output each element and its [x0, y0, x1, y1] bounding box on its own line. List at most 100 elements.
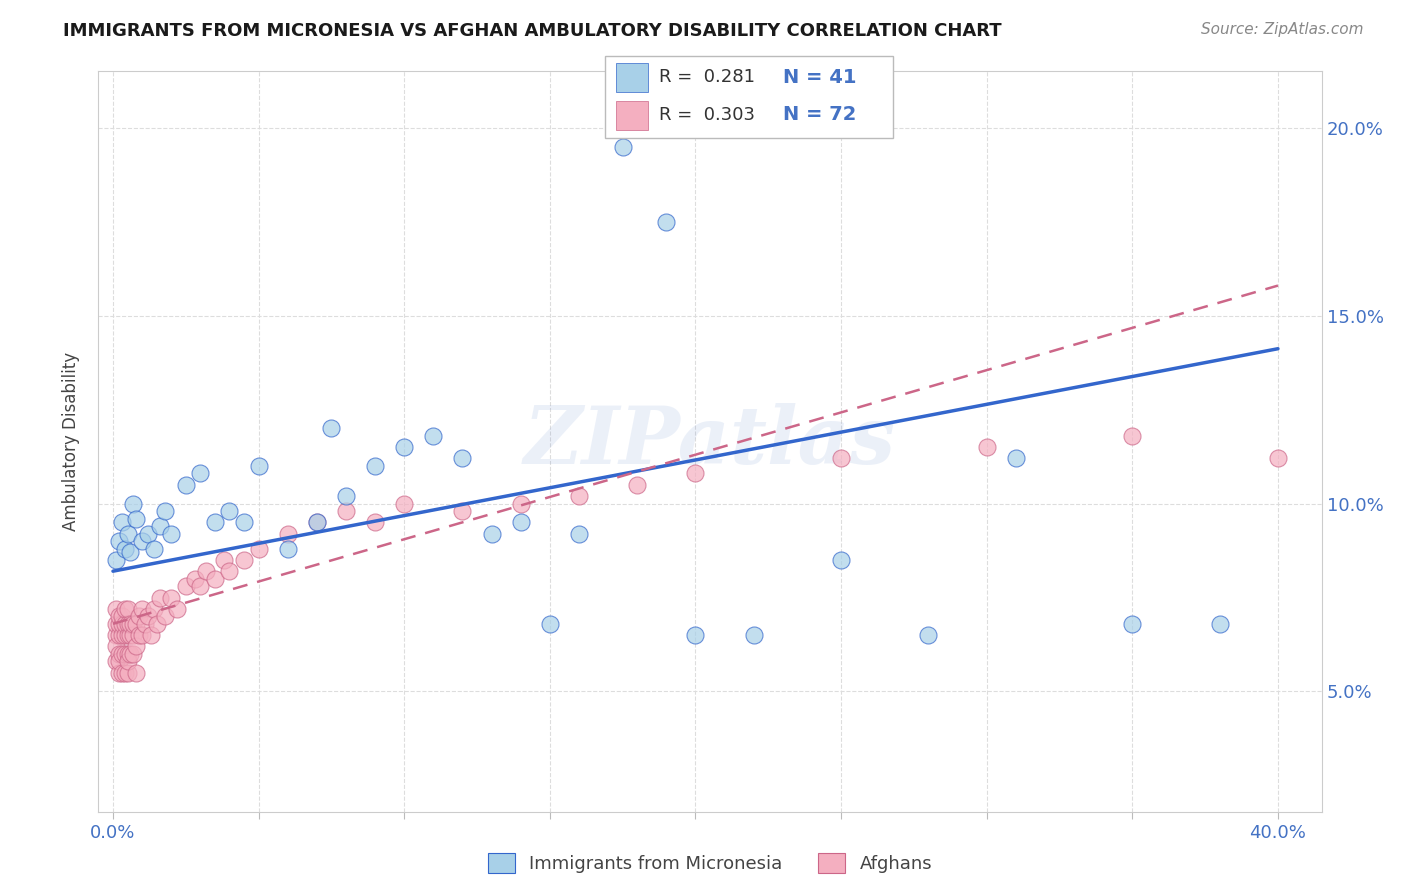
Point	[612, 139, 634, 153]
Point	[568, 526, 591, 541]
Point	[364, 458, 387, 473]
Point	[917, 628, 939, 642]
Point	[422, 429, 444, 443]
Point	[108, 534, 131, 549]
Point	[108, 665, 131, 680]
Point	[685, 628, 707, 642]
Point	[626, 477, 648, 491]
Point	[188, 579, 212, 593]
Point	[111, 516, 134, 530]
Point	[145, 616, 167, 631]
Point	[104, 616, 127, 631]
Point	[568, 489, 591, 503]
Point	[1004, 451, 1026, 466]
Point	[114, 628, 136, 642]
Point	[233, 553, 256, 567]
Point	[1208, 616, 1232, 631]
Text: R =  0.281: R = 0.281	[659, 68, 755, 87]
Point	[114, 541, 136, 556]
Point	[120, 628, 142, 642]
Point	[160, 526, 183, 541]
Point	[111, 616, 134, 631]
Text: IMMIGRANTS FROM MICRONESIA VS AFGHAN AMBULATORY DISABILITY CORRELATION CHART: IMMIGRANTS FROM MICRONESIA VS AFGHAN AMB…	[63, 22, 1002, 40]
Point	[742, 628, 765, 642]
Point	[114, 616, 136, 631]
FancyBboxPatch shape	[605, 56, 893, 138]
Point	[111, 609, 134, 624]
Point	[155, 609, 177, 624]
Point	[136, 526, 159, 541]
Point	[247, 458, 270, 473]
Point	[104, 553, 127, 567]
Point	[104, 628, 127, 642]
Point	[142, 541, 165, 556]
Point	[117, 616, 139, 631]
Point	[131, 534, 153, 549]
Point	[128, 628, 150, 642]
Point	[117, 628, 139, 642]
Point	[125, 616, 148, 631]
Point	[114, 665, 136, 680]
Point	[188, 467, 212, 481]
Y-axis label: Ambulatory Disability: Ambulatory Disability	[62, 352, 80, 531]
Point	[125, 665, 148, 680]
Point	[174, 579, 197, 593]
Point	[104, 601, 127, 615]
Point	[149, 519, 172, 533]
Point	[108, 616, 131, 631]
Text: N = 72: N = 72	[783, 105, 856, 124]
Text: R =  0.303: R = 0.303	[659, 106, 755, 124]
Point	[108, 628, 131, 642]
Point	[117, 647, 139, 661]
Point	[830, 553, 852, 567]
Point	[122, 647, 145, 661]
Point	[111, 647, 134, 661]
Point	[277, 526, 299, 541]
Point	[111, 665, 134, 680]
Point	[394, 440, 416, 454]
Point	[509, 497, 531, 511]
Bar	[616, 62, 648, 92]
Point	[364, 516, 387, 530]
Point	[120, 647, 142, 661]
Point	[122, 616, 145, 631]
Point	[114, 601, 136, 615]
Point	[183, 572, 205, 586]
Point	[160, 591, 183, 605]
Point	[233, 516, 256, 530]
Point	[321, 421, 343, 435]
Point	[108, 647, 131, 661]
Point	[122, 497, 145, 511]
Point	[122, 628, 145, 642]
Point	[128, 609, 150, 624]
Point	[117, 665, 139, 680]
Point	[114, 647, 136, 661]
Point	[174, 477, 197, 491]
Text: N = 41: N = 41	[783, 68, 856, 87]
Point	[155, 504, 177, 518]
Point	[1121, 616, 1143, 631]
Point	[451, 451, 474, 466]
Point	[117, 601, 139, 615]
Point	[451, 504, 474, 518]
Point	[117, 654, 139, 668]
Point	[136, 609, 159, 624]
Point	[830, 451, 852, 466]
Point	[1267, 451, 1289, 466]
Point	[509, 516, 531, 530]
Bar	[616, 101, 648, 130]
Point	[166, 601, 188, 615]
Point	[131, 601, 153, 615]
Point	[204, 516, 226, 530]
Point	[139, 628, 162, 642]
Point	[195, 564, 218, 578]
Point	[111, 628, 134, 642]
Point	[104, 640, 127, 654]
Point	[204, 572, 226, 586]
Point	[247, 541, 270, 556]
Point	[120, 616, 142, 631]
Point	[305, 516, 328, 530]
Point	[685, 467, 707, 481]
Point	[108, 609, 131, 624]
Point	[335, 489, 357, 503]
